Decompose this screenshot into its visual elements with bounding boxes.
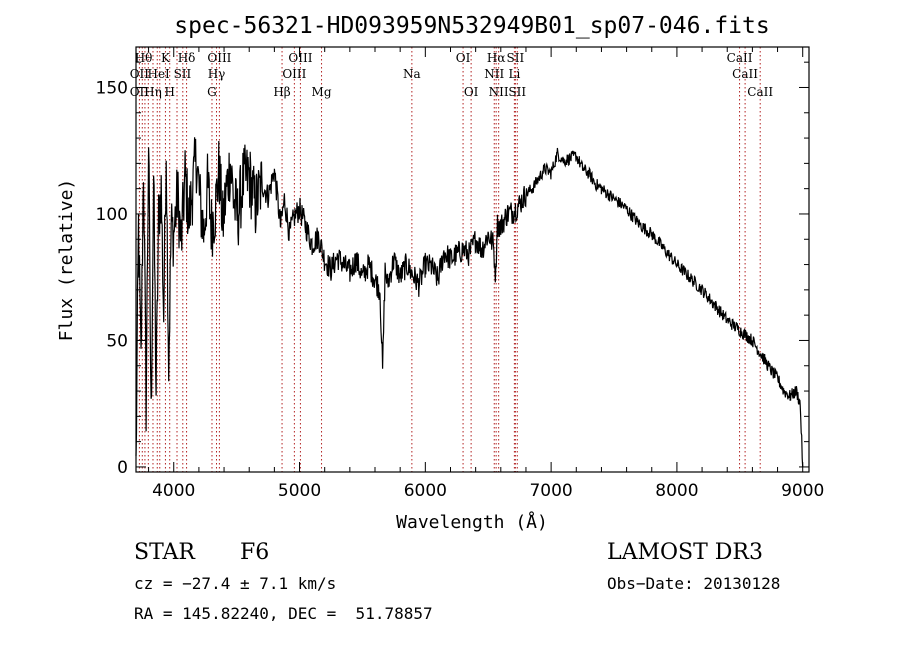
x-axis-ticks: 4000 5000 6000 7000 8000 9000 (148, 47, 824, 501)
line-label-row2-0: OII (130, 67, 150, 81)
line-label-row1-3: OIII (207, 51, 231, 65)
x-tick-label-4000: 4000 (152, 481, 195, 501)
line-label-row3-6: OI (464, 85, 479, 99)
y-tick-label-0: 0 (117, 458, 128, 478)
spectrum-series-flux (135, 137, 804, 467)
line-label-row3-4: Hβ (273, 85, 290, 99)
x-tick-label-7000: 7000 (529, 481, 572, 501)
x-tick-label-9000: 9000 (781, 481, 824, 501)
x-tick-label-6000: 6000 (404, 481, 447, 501)
line-label-row3-9: CaII (747, 85, 773, 99)
line-label-row3-5: Mg (312, 85, 332, 99)
line-label-row1-0: Hθ (135, 51, 153, 65)
line-label-row1-1: K (161, 51, 171, 65)
line-label-row2-7: Li (508, 67, 520, 81)
y-tick-label-100: 100 (96, 205, 128, 225)
line-label-row1-6: Hα (487, 51, 506, 65)
x-axis-label: Wavelength (Å) (396, 511, 548, 533)
line-label-row2-4: OIII (282, 67, 306, 81)
x-tick-label-5000: 5000 (278, 481, 321, 501)
line-label-row1-4: OIII (288, 51, 312, 65)
line-label-row3-1: Hη (144, 85, 162, 99)
line-label-row1-7: SII (507, 51, 525, 65)
line-label-row2-1: HeI (147, 67, 170, 81)
line-label-row1-2: Hδ (178, 51, 196, 65)
line-label-row3-0: OII (130, 85, 150, 99)
line-label-row3-3: G (207, 85, 217, 99)
line-label-row2-8: CaII (732, 67, 758, 81)
line-label-row1-8: CaII (727, 51, 753, 65)
subclass-label: F6 (240, 540, 270, 565)
redshift-cz: cz = −27.4 ± 7.1 km/s (134, 574, 337, 593)
line-label-row2-3: Hγ (208, 67, 226, 81)
observation-date: Obs−Date: 20130128 (607, 574, 781, 593)
line-label-row3-7: NII (489, 85, 509, 99)
line-label-row1-5: OI (456, 51, 471, 65)
y-axis-ticks: 0 50 100 150 (96, 61, 809, 478)
plot-frame (135, 46, 810, 473)
x-tick-label-8000: 8000 (655, 481, 698, 501)
y-tick-label-150: 150 (96, 78, 128, 98)
class-label: STAR (134, 540, 195, 565)
line-label-row2-2: SII (174, 67, 192, 81)
y-tick-label-50: 50 (106, 331, 128, 351)
line-label-row3-2: H (164, 85, 174, 99)
coordinates: RA = 145.82240, DEC = 51.78857 (134, 604, 433, 623)
line-label-row2-5: Na (403, 67, 421, 81)
line-label-row2-6: NII (484, 67, 504, 81)
chart-title: spec-56321-HD093959N532949B01_sp07-046.f… (174, 13, 769, 39)
survey-label: LAMOST DR3 (607, 540, 763, 565)
y-axis-label: Flux (relative) (56, 179, 77, 342)
line-label-row3-8: SII (508, 85, 526, 99)
